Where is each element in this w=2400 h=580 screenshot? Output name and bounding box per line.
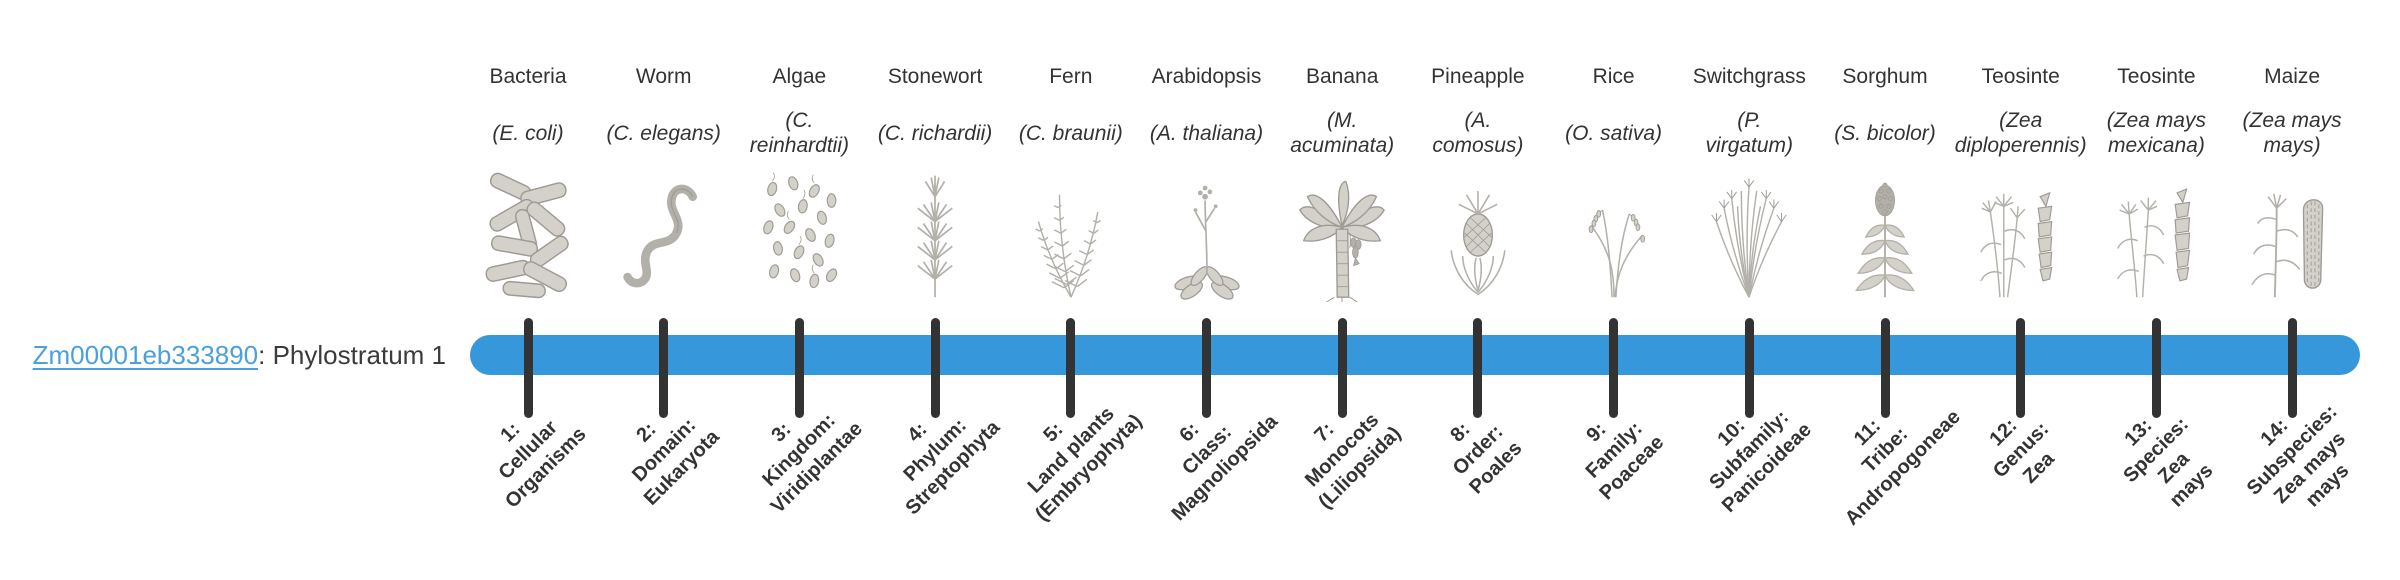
worm-icon xyxy=(594,168,734,302)
organism-scientific-name: (C. richardii) xyxy=(877,121,993,145)
organism-column: Worm (C. elegans) 2: Domain: Eukaryota xyxy=(594,0,734,580)
organism-column: Banana (M. acuminata) 7: Monocots (Lilio… xyxy=(1272,0,1412,580)
tick-mark xyxy=(794,318,804,418)
switchgrass-icon xyxy=(1679,168,1819,302)
sorghum-icon xyxy=(1815,168,1955,302)
arabidopsis-icon xyxy=(1137,168,1277,302)
phylostratum-description: Phylostratum 1 xyxy=(272,340,446,370)
organism-scientific-name: (A. comosus) xyxy=(1432,109,1524,157)
organism-scientific-name: (Zea mays mays) xyxy=(2242,109,2342,157)
tick-mark xyxy=(2016,318,2026,418)
teosinte-mexicana-icon xyxy=(2086,168,2226,302)
organism-scientific-name: (Zea diploperennis) xyxy=(1954,109,2087,157)
phylostratum-label: 13: Species: Zea mays xyxy=(2119,413,2218,512)
gene-label: Zm00001eb333890: Phylostratum 1 xyxy=(0,339,446,371)
organism-common-name: Stonewort xyxy=(887,65,983,88)
gene-label-separator: : xyxy=(258,340,273,370)
organism-column: Teosinte (Zea diploperennis) 12: Genus: … xyxy=(1951,0,2091,580)
organism-column: Arabidopsis (A. thaliana) 6: Class: Magn… xyxy=(1137,0,1282,580)
organism-column: Bacteria (E. coli) 1: Cellular Organisms xyxy=(458,0,598,580)
organism-common-name: Bacteria xyxy=(489,65,567,88)
tick-mark xyxy=(1337,318,1347,418)
organism-scientific-name: (C. braunii) xyxy=(1018,121,1123,145)
algae-icon xyxy=(729,168,869,302)
rice-icon xyxy=(1544,168,1684,302)
organism-common-name: Arabidopsis xyxy=(1151,65,1262,88)
organism-column: Stonewort (C. richardii) 4: Phylum: Stre… xyxy=(865,0,1005,580)
tick-mark xyxy=(1202,318,1211,418)
bacteria-icon xyxy=(458,168,598,302)
organism-common-name: Fern xyxy=(1049,65,1093,88)
organism-common-name: Banana xyxy=(1305,65,1379,88)
tick-mark xyxy=(2151,318,2161,418)
organism-common-name: Algae xyxy=(772,65,827,88)
phylostratum-label: 14: Subspecies: Zea mays mays xyxy=(2242,400,2354,512)
organism-scientific-name: (C. reinhardtii) xyxy=(749,109,849,157)
organism-scientific-name: (M. acuminata) xyxy=(1290,109,1395,157)
organism-scientific-name: (S. bicolor) xyxy=(1834,121,1936,145)
pineapple-icon xyxy=(1408,168,1548,302)
tick-mark xyxy=(1066,318,1076,418)
stonewort-icon xyxy=(865,168,1005,302)
tick-mark xyxy=(1473,318,1483,418)
tick-mark xyxy=(2287,318,2297,418)
organism-scientific-name: (E. coli) xyxy=(492,121,564,145)
phylostratum-bar xyxy=(470,335,2360,375)
tick-mark xyxy=(1609,318,1619,418)
organism-common-name: Maize xyxy=(2264,65,2321,88)
fern-icon xyxy=(1001,168,1141,302)
organism-column: Rice (O. sativa) 9: Family: Poaceae xyxy=(1544,0,1684,580)
organism-scientific-name: (C. elegans) xyxy=(606,121,721,145)
organism-common-name: Teosinte xyxy=(2117,65,2196,88)
organism-column: Maize (Zea mays mays) 14: Subspecies: Ze… xyxy=(2222,0,2362,580)
organism-column: Switchgrass (P. virgatum) 10: Subfamily:… xyxy=(1679,0,1819,580)
tick-mark xyxy=(1880,318,1890,418)
organism-scientific-name: (A. thaliana) xyxy=(1149,121,1264,145)
organism-column: Pineapple (A. comosus) 8: Order: Poales xyxy=(1408,0,1548,580)
organism-common-name: Switchgrass xyxy=(1692,65,1806,88)
organism-common-name: Worm xyxy=(635,65,692,88)
tick-mark xyxy=(523,318,533,418)
organism-common-name: Pineapple xyxy=(1431,65,1525,88)
organism-scientific-name: (Zea mays mexicana) xyxy=(2106,109,2206,157)
teosinte-diplo-icon xyxy=(1951,168,2091,302)
banana-icon xyxy=(1272,168,1412,302)
organism-scientific-name: (O. sativa) xyxy=(1565,121,1663,145)
organism-column: Sorghum (S. bicolor) 11: Tribe: Andropog… xyxy=(1815,0,1965,580)
organism-column: Fern (C. braunii) 5: Land plants (Embryo… xyxy=(1001,0,1146,580)
organism-common-name: Rice xyxy=(1592,65,1635,88)
maize-icon xyxy=(2222,168,2362,302)
organism-column: Algae (C. reinhardtii) 3: Kingdom: Virid… xyxy=(729,0,869,580)
organism-common-name: Teosinte xyxy=(1981,65,2060,88)
organism-scientific-name: (P. virgatum) xyxy=(1705,109,1794,157)
tick-mark xyxy=(659,318,669,418)
gene-id-link[interactable]: Zm00001eb333890 xyxy=(32,340,259,370)
organism-common-name: Sorghum xyxy=(1842,65,1928,88)
tick-mark xyxy=(1744,318,1754,418)
tick-mark xyxy=(930,318,940,418)
organism-column: Teosinte (Zea mays mexicana) 13: Species… xyxy=(2086,0,2226,580)
